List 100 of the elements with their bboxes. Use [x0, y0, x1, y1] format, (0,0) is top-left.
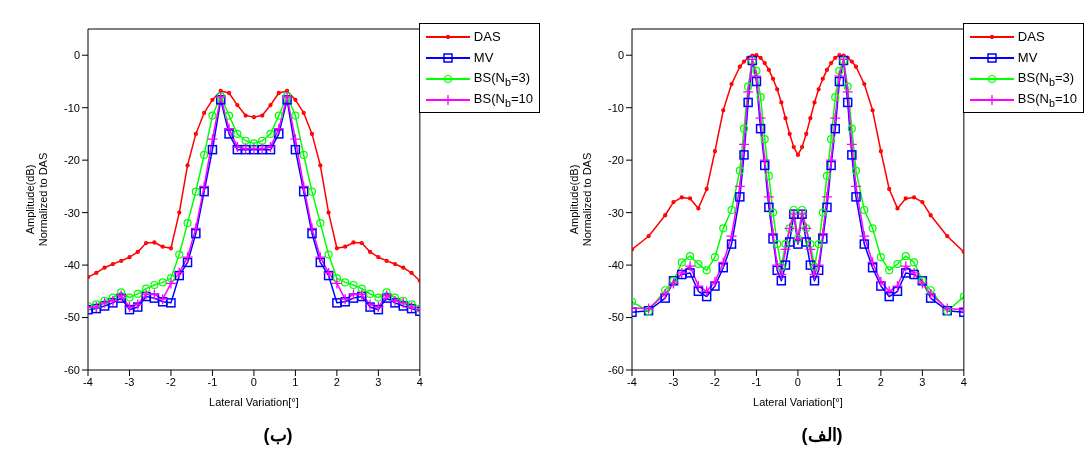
x-tick-label: 4 [416, 375, 423, 388]
x-tick-label: 0 [794, 375, 801, 388]
point [771, 259, 783, 271]
point [381, 293, 392, 303]
point [916, 277, 929, 290]
point [851, 166, 861, 175]
point [116, 293, 126, 303]
y-tick-label: -20 [64, 154, 80, 167]
point [341, 278, 350, 287]
point [685, 268, 695, 278]
point [661, 286, 670, 295]
point [718, 262, 729, 273]
point [739, 124, 749, 133]
point [133, 302, 143, 312]
y-tick-label: -10 [608, 101, 624, 114]
point [659, 288, 671, 300]
x-tick-label: -2 [710, 375, 720, 388]
point [175, 250, 184, 259]
point [667, 277, 680, 290]
point [339, 293, 351, 305]
point [804, 243, 817, 255]
x-tick-label: 3 [919, 375, 926, 388]
point [742, 86, 754, 98]
point [726, 239, 737, 249]
point [181, 251, 194, 263]
point [817, 227, 829, 240]
point [831, 93, 840, 102]
point [797, 205, 807, 215]
point [158, 278, 167, 287]
point [693, 286, 704, 297]
point [314, 251, 326, 263]
point [756, 93, 765, 102]
point [349, 280, 358, 290]
point [842, 97, 853, 108]
point [719, 224, 728, 233]
point [773, 239, 782, 249]
point [834, 76, 845, 87]
point [157, 293, 169, 305]
point [316, 219, 325, 228]
point [381, 289, 393, 302]
point [876, 253, 885, 262]
point [709, 276, 721, 288]
point [717, 256, 729, 269]
y-tick-label: -60 [608, 363, 624, 376]
point [780, 260, 791, 270]
point [710, 253, 720, 262]
point [743, 97, 753, 108]
point [725, 230, 738, 242]
y-tick-label: -30 [64, 206, 80, 219]
point [859, 239, 870, 249]
point [867, 262, 878, 273]
legend-label: MV [1017, 50, 1038, 65]
point [806, 239, 815, 249]
point [307, 187, 317, 196]
point [818, 208, 827, 217]
x-tick-label: -4 [83, 375, 93, 388]
y-tick-label: 0 [617, 49, 624, 62]
point [347, 288, 360, 301]
point [814, 239, 823, 249]
point [332, 298, 342, 308]
point [759, 154, 771, 166]
point [884, 291, 894, 302]
point [324, 250, 333, 259]
point [735, 192, 745, 202]
point [190, 222, 202, 234]
legend-label: BS(N$_{b}$=10 [1017, 90, 1077, 109]
point [702, 266, 711, 275]
point [909, 258, 919, 267]
point [808, 268, 821, 281]
point [776, 276, 787, 286]
point [822, 202, 832, 213]
point [299, 150, 308, 160]
point [777, 262, 786, 271]
legend-label: BS(N$_{b}$=3) [473, 69, 531, 88]
x-tick-label: 2 [877, 375, 884, 388]
y-axis-title: Amplitude(dB) Normalized to DAS [567, 152, 593, 247]
point [306, 222, 318, 234]
point [298, 186, 309, 197]
y-axis-title: Amplitude(dB) Normalized to DAS [23, 152, 49, 247]
point [926, 286, 935, 295]
point [208, 111, 217, 120]
point [224, 111, 234, 120]
point [100, 296, 109, 305]
point [340, 297, 350, 307]
point [684, 260, 696, 272]
point [833, 70, 846, 82]
y-tick-label: -40 [608, 258, 624, 271]
point [115, 289, 127, 302]
point [125, 293, 134, 302]
point [805, 260, 816, 270]
point [893, 259, 902, 269]
point [382, 288, 391, 297]
point [206, 133, 219, 145]
point [166, 298, 176, 308]
point [298, 180, 310, 193]
point [108, 293, 117, 302]
point [789, 205, 798, 215]
point [846, 138, 858, 151]
point [241, 136, 250, 145]
point [166, 274, 176, 283]
